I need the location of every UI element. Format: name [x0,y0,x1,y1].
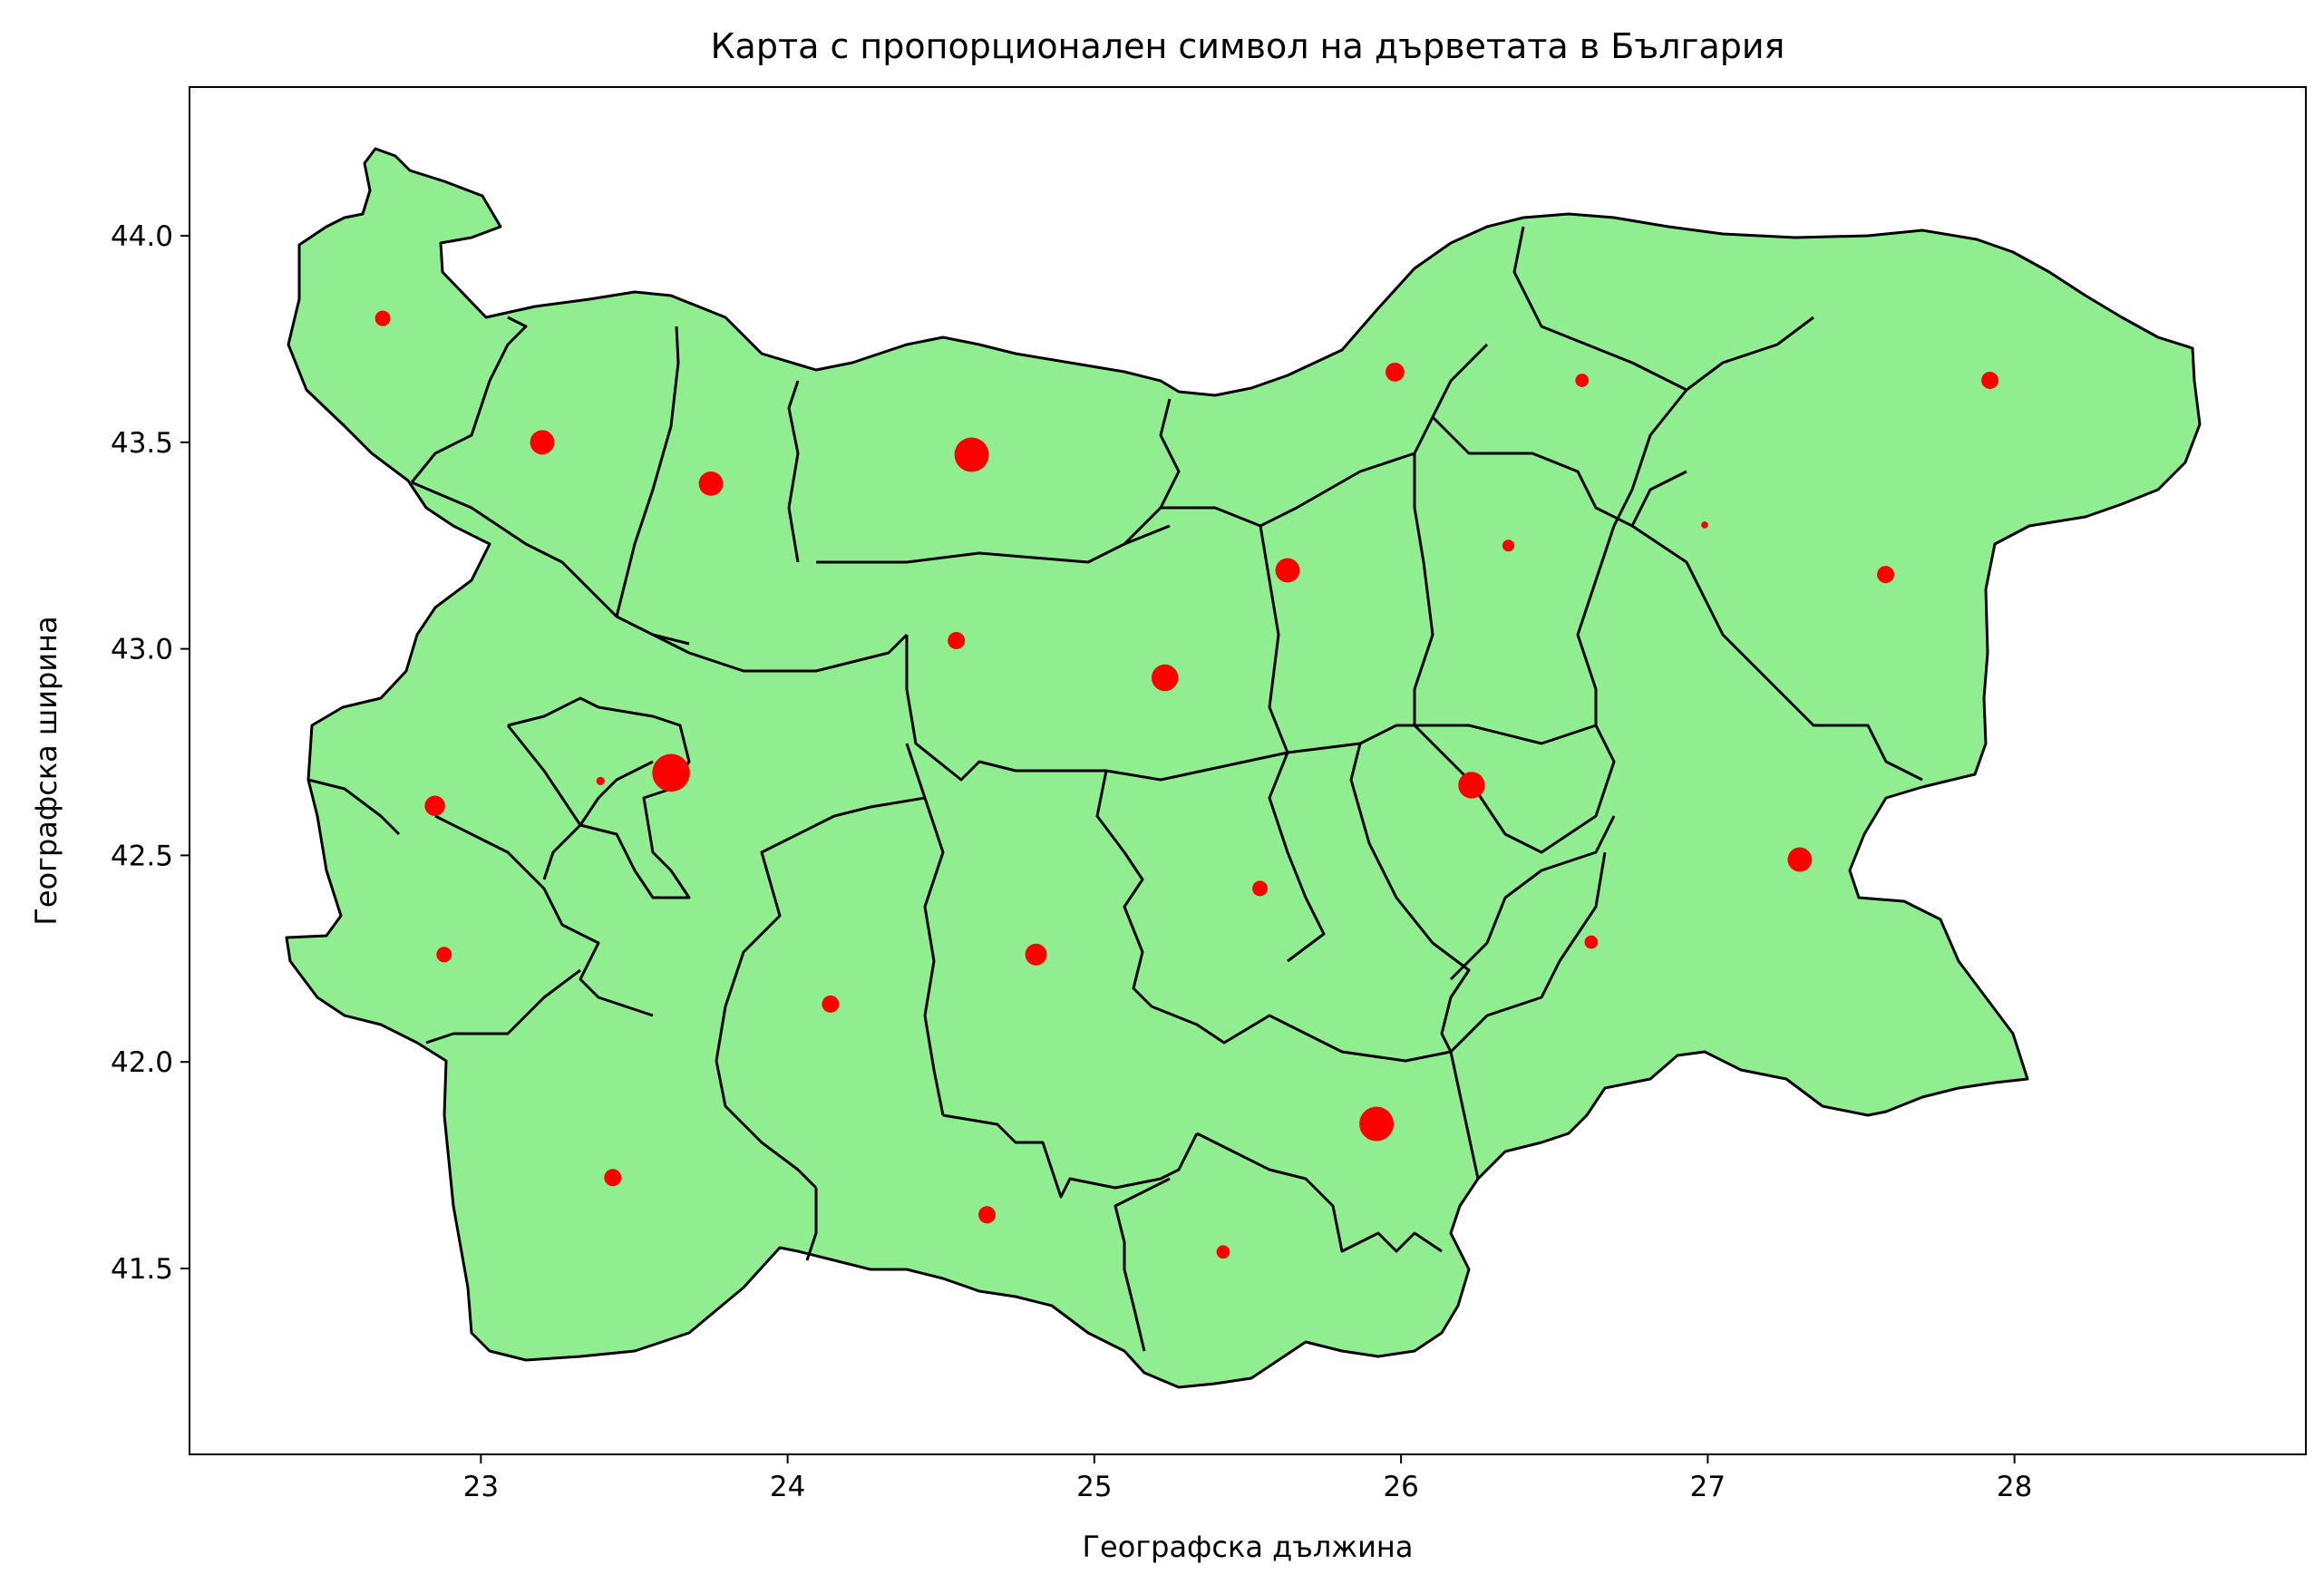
axes-frame [189,86,2307,1455]
tree-symbol-12 [948,632,966,649]
x-tick-label-3: 26 [1383,1471,1418,1503]
tree-symbol-11 [1275,558,1300,583]
marker-layer [374,310,1999,1259]
x-tick-label-2: 25 [1076,1471,1112,1503]
tree-symbol-6 [1575,374,1590,387]
tree-symbol-21 [436,947,452,963]
tree-symbol-24 [1359,1106,1395,1142]
tree-symbol-7 [1981,371,1999,389]
tree-symbol-3 [698,471,724,496]
country-outline [285,147,2202,1389]
tree-symbol-19 [1252,880,1269,897]
y-tick-label-4: 43.5 [111,427,173,460]
x-axis-label: Географска дължина [1083,1530,1414,1564]
tree-symbol-23 [822,995,840,1013]
region-layer [285,147,2202,1389]
y-tick-label-3: 43.0 [111,634,173,666]
tree-symbol-25 [604,1169,622,1187]
tree-symbol-20 [1584,935,1599,949]
tree-symbol-9 [1701,521,1708,529]
x-tick-label-0: 23 [463,1471,499,1503]
y-axis: 41.5 42.0 42.5 43.0 43.5 44.0 [111,220,190,1286]
tree-symbol-16 [424,795,445,816]
tree-symbol-15 [596,776,605,786]
tree-symbol-22 [1025,943,1047,966]
tree-symbol-18 [1787,847,1813,872]
tree-symbol-2 [530,430,555,455]
y-tick-label-5: 44.0 [111,220,173,253]
y-tick-label-1: 42.0 [111,1046,173,1079]
x-tick-label-5: 28 [1997,1471,2032,1503]
tree-symbol-4 [954,437,989,472]
tree-symbol-26 [977,1206,996,1224]
tree-symbol-14 [652,753,690,792]
x-tick-label-4: 27 [1690,1471,1726,1503]
y-tick-label-2: 42.5 [111,840,173,872]
x-axis: 23 24 25 26 27 28 [463,1454,2032,1503]
x-tick-label-1: 24 [770,1471,805,1503]
tree-symbol-27 [1216,1245,1230,1259]
y-tick-label-0: 41.5 [111,1253,173,1286]
map-title: Карта с пропорционален символ на дървета… [711,26,1785,66]
tree-symbol-5 [1385,362,1405,382]
tree-symbol-10 [1877,566,1895,584]
tree-symbol-1 [374,310,391,326]
y-axis-label: Географска ширина [29,616,63,925]
province-borders [307,226,1923,1352]
tree-symbol-17 [1458,772,1485,799]
tree-symbol-8 [1502,539,1515,552]
tree-symbol-13 [1151,664,1179,692]
